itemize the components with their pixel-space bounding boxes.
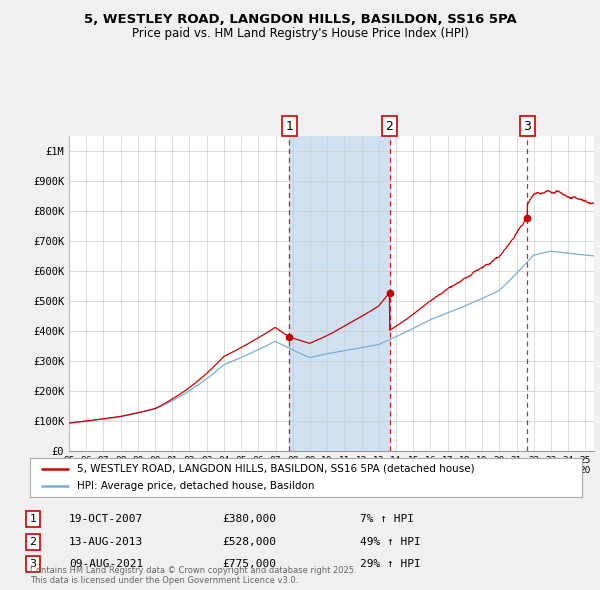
Text: 49% ↑ HPI: 49% ↑ HPI <box>360 537 421 546</box>
Text: 5, WESTLEY ROAD, LANGDON HILLS, BASILDON, SS16 5PA: 5, WESTLEY ROAD, LANGDON HILLS, BASILDON… <box>83 13 517 26</box>
Text: £775,000: £775,000 <box>222 559 276 569</box>
Text: 3: 3 <box>523 120 531 133</box>
Text: 1: 1 <box>29 514 37 524</box>
Text: 1: 1 <box>286 120 293 133</box>
Text: HPI: Average price, detached house, Basildon: HPI: Average price, detached house, Basi… <box>77 481 314 491</box>
Text: Price paid vs. HM Land Registry's House Price Index (HPI): Price paid vs. HM Land Registry's House … <box>131 27 469 40</box>
Text: 7% ↑ HPI: 7% ↑ HPI <box>360 514 414 524</box>
Text: 19-OCT-2007: 19-OCT-2007 <box>69 514 143 524</box>
Text: 13-AUG-2013: 13-AUG-2013 <box>69 537 143 546</box>
Text: 2: 2 <box>386 120 394 133</box>
Text: 5, WESTLEY ROAD, LANGDON HILLS, BASILDON, SS16 5PA (detached house): 5, WESTLEY ROAD, LANGDON HILLS, BASILDON… <box>77 464 475 474</box>
Text: 09-AUG-2021: 09-AUG-2021 <box>69 559 143 569</box>
Text: 2: 2 <box>29 537 37 546</box>
Text: Contains HM Land Registry data © Crown copyright and database right 2025.
This d: Contains HM Land Registry data © Crown c… <box>30 566 356 585</box>
Bar <box>289 136 389 451</box>
Text: £528,000: £528,000 <box>222 537 276 546</box>
Text: 29% ↑ HPI: 29% ↑ HPI <box>360 559 421 569</box>
Text: £380,000: £380,000 <box>222 514 276 524</box>
Text: 3: 3 <box>29 559 37 569</box>
